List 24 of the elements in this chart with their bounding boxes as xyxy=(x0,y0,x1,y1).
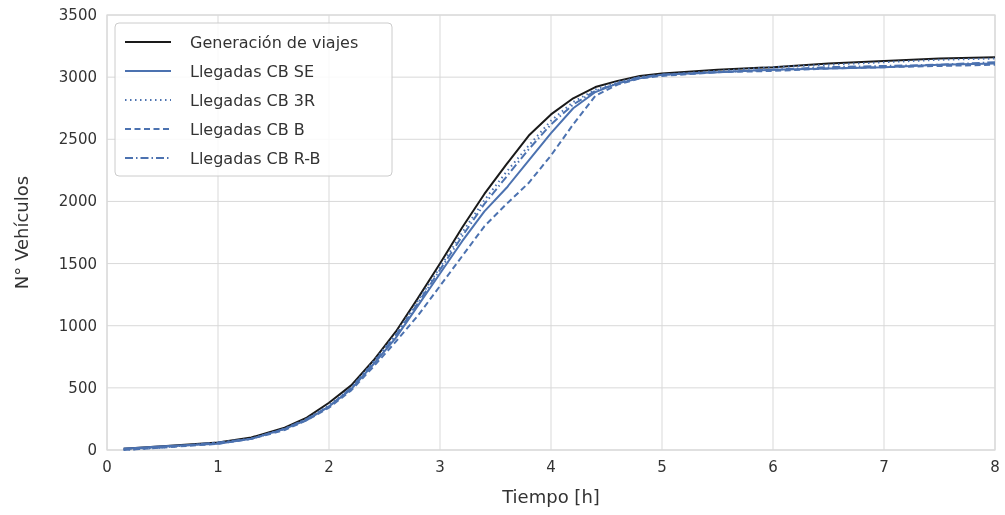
y-tick-label: 2000 xyxy=(58,192,97,211)
legend-label: Llegadas CB B xyxy=(190,120,305,139)
y-tick-label: 3500 xyxy=(58,6,97,24)
y-tick-label: 2500 xyxy=(58,130,97,149)
y-tick-label: 1500 xyxy=(58,254,97,273)
y-tick-label: 0 xyxy=(87,441,97,459)
x-tick-label: 7 xyxy=(879,458,889,476)
x-tick-label: 1 xyxy=(213,458,223,476)
y-tick-label: 500 xyxy=(68,378,97,397)
x-tick-label: 6 xyxy=(768,458,778,476)
x-tick-label: 8 xyxy=(990,458,1000,476)
y-tick-label: 1000 xyxy=(58,316,97,335)
x-axis-title: Tiempo [h] xyxy=(501,486,600,507)
legend-label: Llegadas CB 3R xyxy=(190,91,316,110)
x-tick-label: 3 xyxy=(435,458,445,476)
x-tick-label: 2 xyxy=(324,458,334,476)
legend-label: Llegadas CB SE xyxy=(190,62,315,81)
y-tick-label: 3000 xyxy=(58,68,97,87)
legend-label: Generación de viajes xyxy=(190,33,359,52)
x-tick-label: 5 xyxy=(657,458,667,476)
y-axis-title: N° Vehículos xyxy=(11,175,32,290)
x-tick-label: 4 xyxy=(546,458,556,476)
legend-label: Llegadas CB R-B xyxy=(190,149,321,168)
x-tick-label: 0 xyxy=(102,458,112,476)
